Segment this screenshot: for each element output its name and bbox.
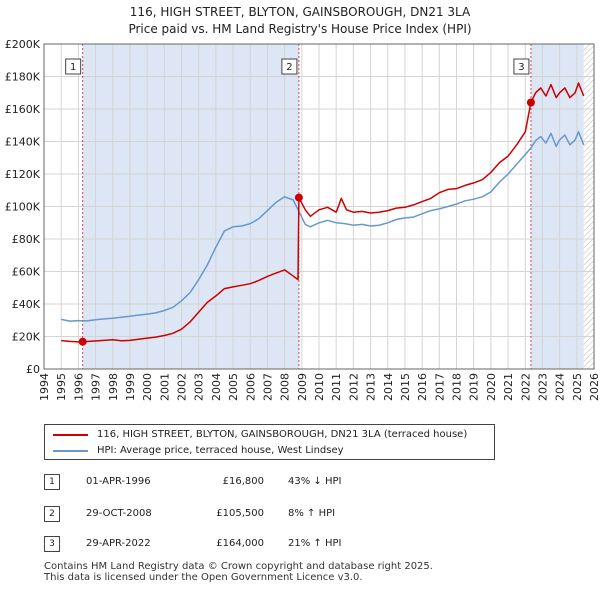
- sale-marker-box-frame: [513, 58, 530, 75]
- y-tick-label: £100K: [5, 201, 41, 214]
- sale-hpi-diff: 43% ↓ HPI: [288, 476, 342, 487]
- x-tick-label: 2002: [176, 373, 189, 401]
- sale-point: [526, 98, 535, 107]
- sale-marker-number: 2: [286, 62, 292, 73]
- x-tick-label: 2016: [416, 373, 429, 401]
- sale-date: 29-OCT-2008: [86, 508, 152, 519]
- x-tick-label: 2020: [485, 373, 498, 401]
- sale-row: 2 29-OCT-2008 £105,500 8% ↑ HPI: [44, 506, 444, 522]
- y-tick-label: £140K: [5, 136, 41, 149]
- y-tick-label: £180K: [5, 71, 41, 84]
- x-tick-label: 2013: [365, 373, 378, 401]
- footer-copyright: Contains HM Land Registry data © Crown c…: [44, 561, 433, 572]
- sale-date: 01-APR-1996: [86, 476, 151, 487]
- x-tick-label: 2025: [571, 373, 584, 401]
- x-tick-label: 1999: [124, 373, 137, 401]
- x-tick-label: 2026: [588, 373, 600, 401]
- x-tick-label: 2003: [193, 373, 206, 401]
- sale-hpi-diff: 21% ↑ HPI: [288, 538, 342, 549]
- footer-licence: This data is licensed under the Open Gov…: [44, 572, 363, 583]
- y-tick-label: £20K: [12, 331, 41, 344]
- sale-number-badge: 1: [44, 474, 60, 490]
- title-line: 116, HIGH STREET, BLYTON, GAINSBOROUGH, …: [129, 5, 471, 19]
- x-tick-label: 2018: [451, 373, 464, 401]
- x-tick-label: 2023: [536, 373, 549, 401]
- x-tick-label: 2014: [382, 373, 395, 401]
- x-tick-label: 2008: [279, 373, 292, 401]
- x-tick-label: 2015: [399, 373, 412, 401]
- x-tick-label: 2022: [519, 373, 532, 401]
- sale-row: 3 29-APR-2022 £164,000 21% ↑ HPI: [44, 536, 444, 552]
- legend-label-property: 116, HIGH STREET, BLYTON, GAINSBOROUGH, …: [97, 429, 468, 440]
- x-tick-label: 2019: [468, 373, 481, 401]
- x-tick-label: 1996: [72, 373, 85, 401]
- sale-number-badge: 3: [44, 536, 60, 552]
- x-tick-label: 2004: [210, 373, 223, 401]
- chart-title: 116, HIGH STREET, BLYTON, GAINSBOROUGH, …: [0, 4, 600, 38]
- sale-number-badge: 2: [44, 506, 60, 522]
- legend: 116, HIGH STREET, BLYTON, GAINSBOROUGH, …: [44, 424, 495, 460]
- sale-marker-box: 2: [281, 58, 298, 75]
- y-tick-label: £0: [26, 363, 40, 376]
- x-tick-label: 2000: [141, 373, 154, 401]
- legend-swatch-hpi: [53, 450, 88, 452]
- sale-hpi-diff: 8% ↑ HPI: [288, 508, 336, 519]
- sale-date: 29-APR-2022: [86, 538, 151, 549]
- legend-label-hpi: HPI: Average price, terraced house, West…: [97, 445, 344, 456]
- sale-marker-box: 3: [513, 58, 530, 75]
- price-chart: 1 2 3 £0 £20K £40K £60K £80K £100K £120K £140K £16…: [5, 38, 600, 401]
- footer: Contains HM Land Registry data © Crown c…: [44, 561, 433, 583]
- hpi-line: [61, 131, 585, 322]
- sale-marker-number: 3: [518, 62, 524, 73]
- sale-price: £164,000: [216, 538, 264, 549]
- subtitle-line: Price paid vs. HM Land Registry's House …: [128, 22, 472, 36]
- x-tick-label: 1995: [55, 373, 68, 401]
- y-tick-label: £40K: [12, 298, 41, 311]
- sale-marker-box-frame: [65, 58, 82, 75]
- plot-border: [43, 43, 595, 370]
- x-tick-label: 2010: [313, 373, 326, 401]
- x-tick-label: 2011: [330, 373, 343, 401]
- x-tick-label: 2021: [502, 373, 515, 401]
- sale-point: [294, 193, 303, 202]
- x-tick-label: 2006: [244, 373, 257, 401]
- x-tick-label: 2012: [347, 373, 360, 401]
- property-price-line: [61, 82, 585, 343]
- sale-marker-box: 1: [65, 58, 82, 75]
- sale-row: 1 01-APR-1996 £16,800 43% ↓ HPI: [44, 474, 444, 490]
- y-tick-label: £80K: [12, 233, 41, 246]
- sale-point: [78, 337, 87, 346]
- x-tick-label: 1997: [90, 373, 103, 401]
- y-tick-label: £120K: [5, 168, 41, 181]
- x-tick-label: 2001: [158, 373, 171, 401]
- x-tick-label: 2009: [296, 373, 309, 401]
- x-tick-label: 2024: [554, 373, 567, 401]
- y-tick-label: £200K: [5, 38, 41, 51]
- sale-price: £16,800: [222, 476, 264, 487]
- x-tick-label: 2007: [261, 373, 274, 401]
- y-tick-label: £160K: [5, 103, 41, 116]
- sale-price: £105,500: [216, 508, 264, 519]
- x-tick-label: 2017: [433, 373, 446, 401]
- legend-swatch-property: [53, 434, 88, 436]
- x-tick-label: 1994: [38, 373, 51, 401]
- y-tick-label: £60K: [12, 266, 41, 279]
- x-tick-label: 1998: [107, 373, 120, 401]
- sale-marker-box-frame: [281, 58, 298, 75]
- sale-marker-number: 1: [70, 62, 76, 73]
- x-tick-label: 2005: [227, 373, 240, 401]
